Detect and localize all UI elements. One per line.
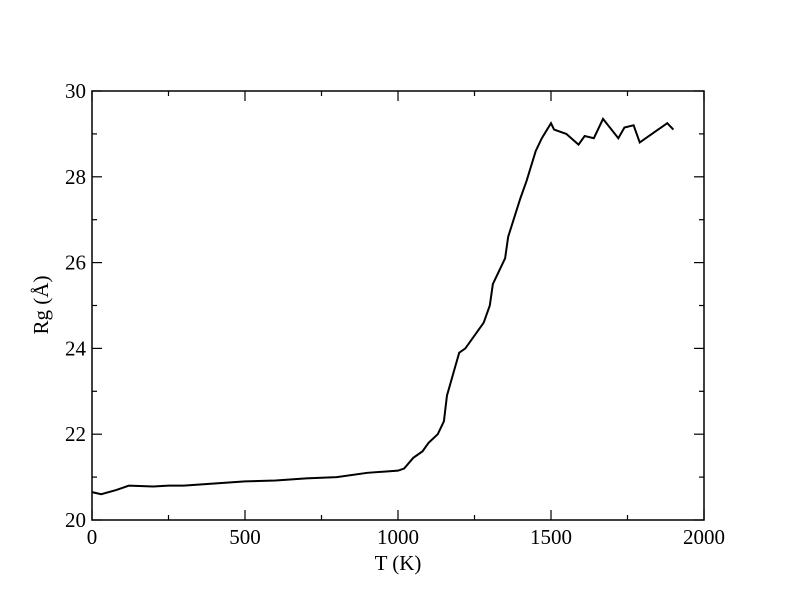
y-tick-label: 26 [65,251,86,275]
x-tick-label: 2000 [683,525,725,549]
y-tick-label: 24 [65,336,87,360]
x-tick-label: 1500 [530,525,572,549]
y-tick-label: 20 [65,508,86,532]
y-tick-label: 28 [65,165,86,189]
y-axis-label: Rg (Å) [29,276,53,335]
plot-frame [91,90,705,521]
x-tick-label: 500 [229,525,261,549]
data-line [91,117,675,496]
x-axis-label: T (K) [375,551,422,575]
x-tick-label: 0 [87,525,98,549]
y-tick-label: 30 [65,79,86,103]
x-tick-label: 1000 [377,525,419,549]
y-tick-label: 22 [65,422,86,446]
